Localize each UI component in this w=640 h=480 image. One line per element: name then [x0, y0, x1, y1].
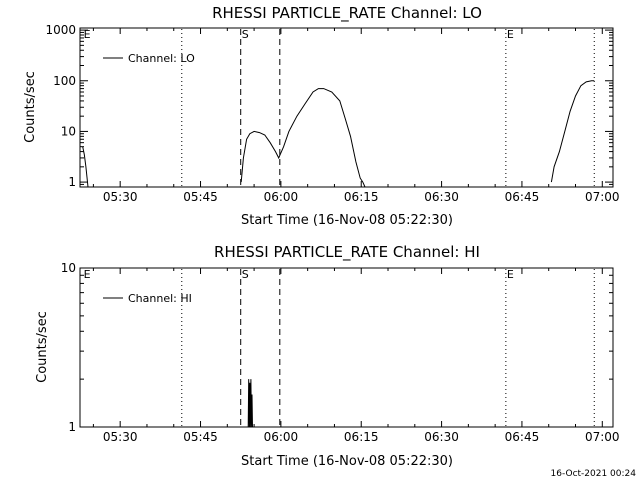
lo-event-marker-e: E — [507, 28, 514, 41]
lo-y-tick-label: 1000 — [45, 23, 76, 37]
lo-y-tick-label: 10 — [61, 124, 76, 138]
lo-x-tick-label: 06:30 — [424, 190, 459, 204]
lo-x-tick-label: 06:00 — [264, 190, 299, 204]
hi-x-tick-label: 06:45 — [505, 430, 540, 444]
hi-x-tick-label: 07:00 — [585, 430, 620, 444]
lo-tick-group: 05:30 05:45 06:00 06:15 06:30 06:45 07:00 1 10 10… — [45, 23, 619, 204]
hi-event-marker-e: E — [507, 268, 514, 281]
hi-y-axis-label: Counts/sec — [35, 311, 50, 383]
lo-x-axis-label: Start Time (16-Nov-08 05:22:30) — [241, 213, 453, 228]
hi-series — [247, 379, 253, 428]
hi-y-tick-label: 10 — [61, 261, 76, 275]
hi-x-tick-label: 06:30 — [424, 430, 459, 444]
lo-x-tick-label: 05:45 — [183, 190, 218, 204]
hi-channel-panel: RHESSI PARTICLE_RATE Channel: HI 05:30 05… — [35, 243, 620, 469]
lo-x-tick-label: 06:15 — [344, 190, 379, 204]
lo-y-tick-label: 1 — [68, 175, 76, 189]
hi-event-marker-e: E — [84, 268, 91, 281]
lo-event-marker-s: S — [242, 28, 249, 41]
footer-timestamp: 16-Oct-2021 00:24 — [551, 469, 637, 479]
hi-y-tick-label: 1 — [68, 420, 76, 434]
lo-legend-label: Channel: LO — [128, 52, 195, 65]
lo-series-line-segment — [240, 88, 366, 188]
lo-channel-panel: RHESSI PARTICLE_RATE Channel: LO 05:30 05… — [23, 4, 620, 228]
hi-event-marker-s: S — [242, 268, 249, 281]
lo-chart-title: RHESSI PARTICLE_RATE Channel: LO — [212, 4, 482, 23]
lo-y-tick-label: 100 — [53, 74, 76, 88]
hi-legend-label: Channel: HI — [128, 292, 192, 305]
hi-x-tick-label: 05:30 — [103, 430, 138, 444]
lo-series-line-segment — [82, 146, 89, 188]
lo-vertical-lines — [181, 29, 595, 186]
lo-series-line-segment — [550, 80, 595, 183]
lo-x-tick-label: 05:30 — [103, 190, 138, 204]
hi-x-tick-label: 05:45 — [183, 430, 218, 444]
lo-x-tick-label: 07:00 — [585, 190, 620, 204]
lo-series — [82, 80, 595, 188]
lo-event-marker-e: E — [84, 28, 91, 41]
hi-x-tick-label: 06:15 — [344, 430, 379, 444]
hi-vertical-lines — [181, 269, 595, 426]
hi-chart-title: RHESSI PARTICLE_RATE Channel: HI — [214, 243, 480, 262]
hi-tick-group: 05:30 05:45 06:00 06:15 06:30 06:45 07:00 1 10 — [61, 261, 620, 444]
hi-x-axis-label: Start Time (16-Nov-08 05:22:30) — [241, 454, 453, 469]
lo-y-axis-label: Counts/sec — [23, 71, 38, 143]
hi-plot-frame — [79, 267, 614, 428]
lo-x-tick-label: 06:45 — [505, 190, 540, 204]
hi-x-tick-label: 06:00 — [264, 430, 299, 444]
hi-series-line-segment — [247, 379, 253, 428]
